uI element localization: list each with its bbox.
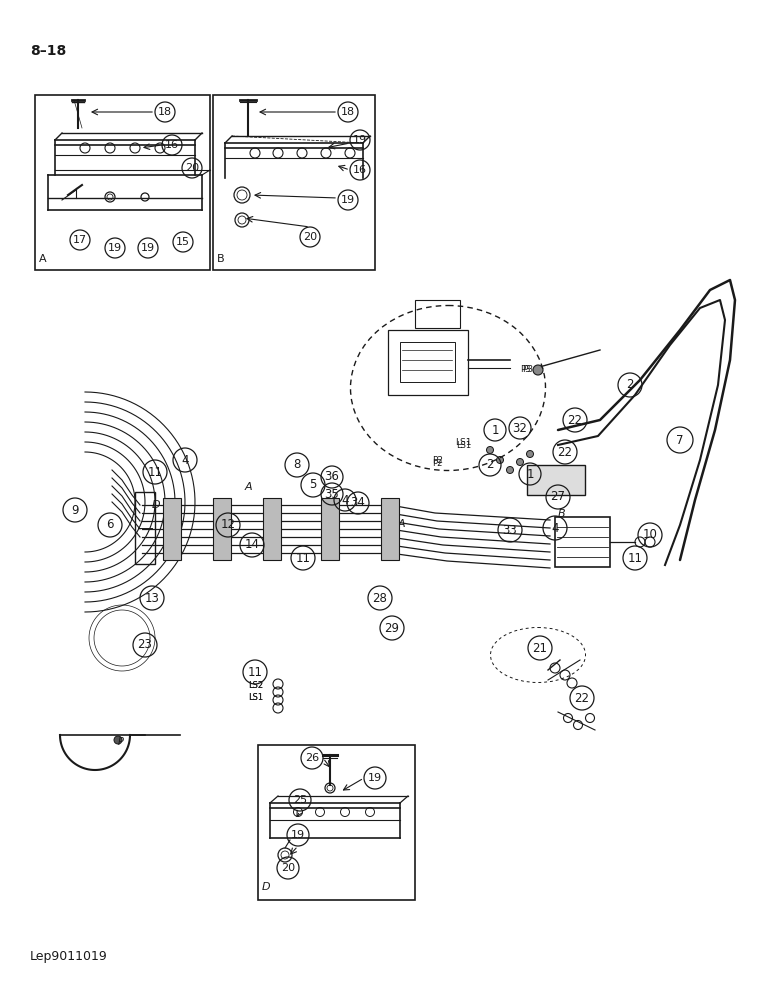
Text: 11: 11 [147,466,162,479]
Bar [388,330,468,395]
Text: 11: 11 [248,666,262,678]
Text: 19: 19 [141,243,155,253]
Circle shape [506,466,513,474]
Circle shape [496,456,503,464]
Text: 5: 5 [310,479,317,491]
Text: LS2: LS2 [248,681,263,690]
Bar [35,95,210,270]
Text: A: A [245,482,252,492]
Text: P2: P2 [432,456,443,465]
Bar [135,492,155,564]
Text: 12: 12 [221,518,235,532]
Text: LS1: LS1 [248,693,263,702]
Text: 18: 18 [158,107,172,117]
Text: 22: 22 [574,692,590,704]
Text: 1: 1 [491,424,499,436]
Text: 10: 10 [642,528,658,542]
Text: 21: 21 [533,642,547,654]
Text: 26: 26 [305,753,319,763]
Text: 16: 16 [353,165,367,175]
Text: 4: 4 [181,454,188,466]
Text: 34: 34 [350,496,365,510]
Text: 15: 15 [176,237,190,247]
Bar [213,498,231,560]
Text: 6: 6 [107,518,113,532]
Text: 2: 2 [626,378,634,391]
Circle shape [114,736,122,744]
Text: 28: 28 [373,591,388,604]
Text: 33: 33 [503,524,517,536]
Bar [321,498,339,560]
Text: 20: 20 [185,163,199,173]
Text: 11: 11 [628,552,642,564]
Text: LS2: LS2 [248,681,263,690]
Text: 25: 25 [293,795,307,805]
Text: D: D [152,500,161,510]
Text: 23: 23 [137,639,152,652]
Text: 17: 17 [73,235,87,245]
Text: 27: 27 [550,490,566,504]
Text: A: A [398,519,405,529]
Bar [263,498,281,560]
Text: 36: 36 [324,471,340,484]
Text: 18: 18 [341,107,355,117]
Text: 19: 19 [108,243,122,253]
Bar [527,465,585,495]
Circle shape [533,365,543,375]
Text: LS1: LS1 [248,693,263,702]
Text: 13: 13 [144,591,160,604]
Text: 19: 19 [341,195,355,205]
Text: P3: P3 [520,365,530,374]
Text: LS1: LS1 [455,438,472,447]
Circle shape [486,446,493,454]
Bar [163,498,181,560]
Text: P2: P2 [432,459,442,468]
Text: 16: 16 [165,140,179,150]
Text: 7: 7 [676,434,684,446]
Text: 29: 29 [384,621,399,635]
Text: 22: 22 [557,446,573,458]
Text: 19: 19 [368,773,382,783]
Text: 19: 19 [353,135,367,145]
Text: 9: 9 [71,504,79,516]
Text: 22: 22 [567,414,583,426]
Text: B: B [217,254,225,264]
Text: 11: 11 [296,552,310,564]
Text: 14: 14 [245,538,259,552]
Text: 4: 4 [341,493,349,506]
Circle shape [516,458,523,466]
Text: A: A [39,254,46,264]
Bar [555,517,610,567]
Circle shape [527,450,533,458]
Bar [213,95,375,270]
Text: 35: 35 [324,488,340,500]
Text: 20: 20 [281,863,295,873]
Text: P3: P3 [522,365,533,374]
Bar [415,300,460,328]
Text: 19: 19 [291,830,305,840]
Bar [400,342,455,382]
Text: D: D [262,882,271,892]
Bar [381,498,399,560]
Text: P: P [118,737,124,747]
Text: 2: 2 [486,458,494,472]
Text: 20: 20 [303,232,317,242]
Text: Lep9011019: Lep9011019 [30,950,108,963]
Bar [258,745,415,900]
Text: 4: 4 [551,522,559,534]
Text: LS1: LS1 [456,441,471,450]
Text: B: B [558,509,566,519]
Text: 32: 32 [513,422,527,434]
Text: 8–18: 8–18 [30,44,66,58]
Text: 8: 8 [293,458,300,472]
Text: 1: 1 [527,468,533,481]
